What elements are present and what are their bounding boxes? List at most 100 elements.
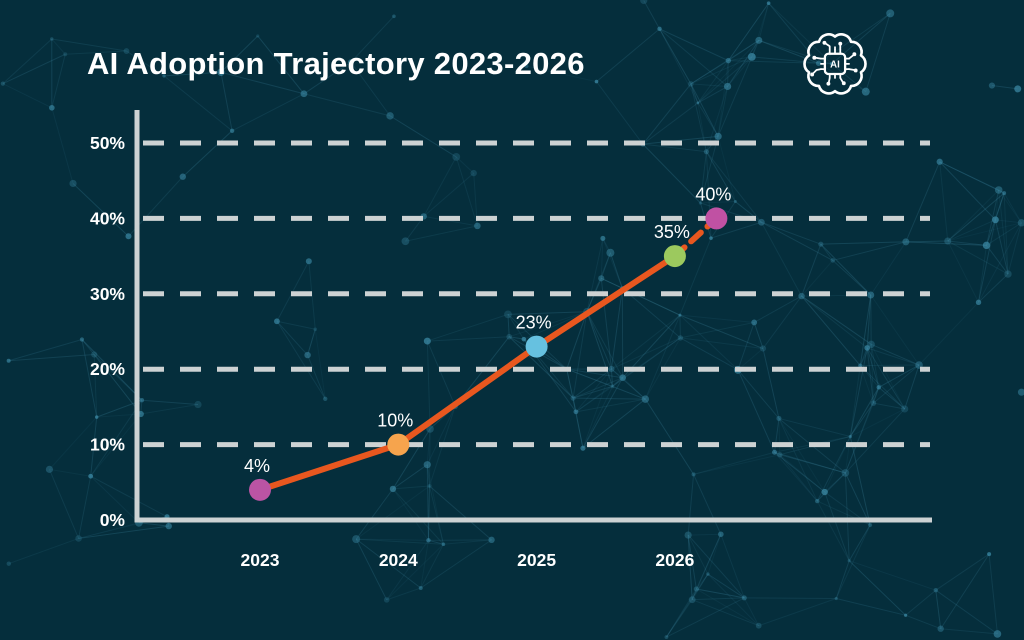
pattern-edge <box>866 347 880 388</box>
pattern-edge <box>389 115 457 158</box>
pattern-edge <box>939 161 1005 194</box>
pattern-edge <box>820 243 872 296</box>
pattern-edge <box>575 385 613 413</box>
pattern-edge <box>728 56 752 62</box>
pattern-edge <box>314 329 326 399</box>
pattern-edge <box>642 135 719 145</box>
pattern-edge <box>566 368 613 387</box>
y-tick-label: 0% <box>100 510 126 530</box>
pattern-node <box>829 61 834 66</box>
pattern-edge <box>90 475 168 518</box>
pattern-edge <box>622 377 646 400</box>
pattern-edge <box>420 539 492 589</box>
pattern-edge <box>801 295 861 366</box>
pattern-edge <box>768 2 833 65</box>
pattern-node <box>305 258 312 265</box>
pattern-node <box>323 396 328 401</box>
pattern-edge <box>986 245 1009 275</box>
pattern-edge <box>866 347 874 404</box>
pattern-edge <box>986 189 1000 246</box>
pattern-node <box>423 461 431 469</box>
pattern-edge <box>48 469 80 539</box>
pattern-edge <box>753 322 764 349</box>
pattern-edge <box>90 475 140 524</box>
pattern-edge <box>820 243 834 261</box>
pattern-edge <box>392 488 444 545</box>
pattern-edge <box>1007 222 1022 275</box>
pattern-edge <box>508 336 574 399</box>
pattern-edge <box>601 277 623 289</box>
pattern-edge <box>774 451 846 474</box>
pattern-edge <box>78 476 92 539</box>
pattern-edge <box>866 294 872 348</box>
pattern-edge <box>575 368 612 413</box>
pattern-edge <box>690 83 728 87</box>
pattern-edge <box>751 3 770 58</box>
pattern-edge <box>707 573 760 627</box>
pattern-edge <box>81 339 143 401</box>
pattern-node <box>75 535 82 542</box>
pattern-node <box>776 415 782 421</box>
pattern-edge <box>276 320 316 330</box>
pattern-edge <box>687 535 693 600</box>
pattern-edge <box>582 368 612 449</box>
pattern-edge <box>697 60 729 104</box>
pattern-node <box>426 538 431 543</box>
pattern-edge <box>523 311 588 340</box>
pattern-edge <box>429 485 492 541</box>
pattern-edge <box>727 60 729 87</box>
pattern-edge <box>566 368 574 399</box>
pattern-edge <box>690 60 729 85</box>
pattern-edge <box>737 369 780 419</box>
pattern-edge <box>575 411 584 449</box>
pattern-edge <box>257 35 305 95</box>
pattern-edge <box>566 368 646 400</box>
pattern-edge <box>762 348 780 419</box>
pattern-edge <box>717 86 729 137</box>
data-point-10pct <box>387 433 410 456</box>
pattern-edge <box>687 534 745 599</box>
pattern-node <box>772 449 778 455</box>
pattern-node <box>598 275 605 282</box>
pattern-node <box>91 351 98 358</box>
pattern-node <box>641 395 650 403</box>
pattern-edge <box>687 474 695 536</box>
pattern-edge <box>659 28 728 87</box>
pattern-edge <box>870 344 906 410</box>
pattern-edge <box>816 472 846 502</box>
pattern-node <box>504 310 512 319</box>
pattern-edge <box>220 35 259 73</box>
pattern-edge <box>596 28 660 82</box>
pattern-edge <box>878 364 920 388</box>
pattern-node <box>79 337 85 342</box>
pattern-node <box>389 485 397 493</box>
pattern-node <box>657 26 662 32</box>
pattern-edge <box>818 12 891 64</box>
data-label: 4% <box>244 456 270 476</box>
pattern-edge <box>51 38 127 52</box>
pattern-edge <box>49 468 91 477</box>
pattern-edge <box>691 599 759 627</box>
pattern-edge <box>276 321 326 400</box>
pattern-node <box>798 292 805 300</box>
pattern-edge <box>93 354 143 401</box>
pattern-edge <box>443 539 492 545</box>
pattern-node <box>524 64 529 69</box>
pattern-edge <box>596 81 644 145</box>
pattern-edge <box>427 313 509 342</box>
pattern-edge <box>526 65 597 83</box>
pattern-node <box>714 132 722 140</box>
pattern-node <box>876 385 881 390</box>
pattern-edge <box>566 368 577 412</box>
pattern-node <box>992 216 999 224</box>
x-tick-label-2023: 2023 <box>241 550 280 570</box>
pattern-node <box>975 299 982 306</box>
pattern-node <box>725 57 732 64</box>
pattern-node <box>847 559 851 563</box>
pattern-edge <box>831 12 891 65</box>
pattern-edge <box>728 39 760 62</box>
pattern-node <box>933 588 939 593</box>
pattern-node <box>427 484 432 488</box>
y-tick-label: 10% <box>90 435 125 455</box>
